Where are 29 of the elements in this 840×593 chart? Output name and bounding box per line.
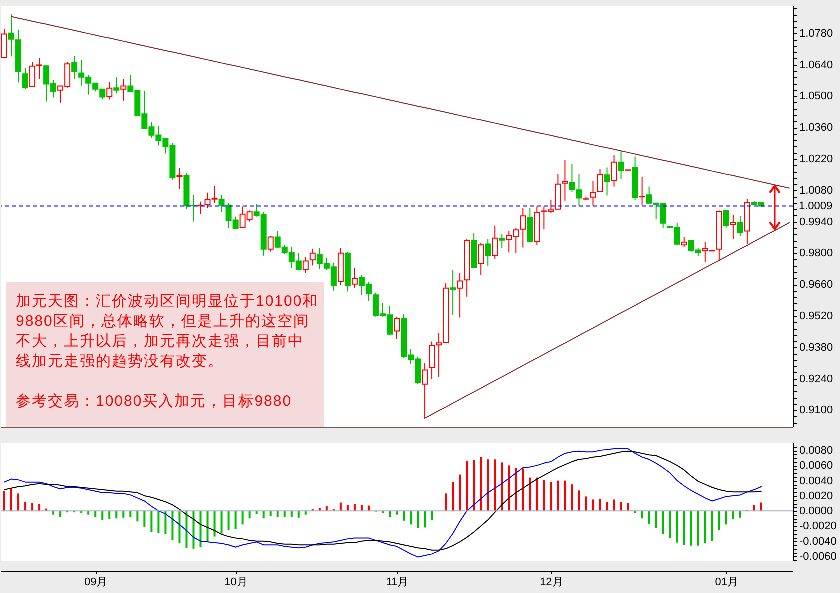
y-tick-label: 0.0020: [800, 490, 834, 502]
y-tick-label: 1.0500: [800, 90, 834, 103]
y-tick-label: 1.0640: [800, 59, 834, 72]
y-tick-label: 1.0780: [800, 28, 834, 40]
y-tick-label: 0.9940: [800, 216, 834, 228]
y-tick-label: 1.0220: [800, 153, 834, 166]
x-tick-label: 10月: [224, 576, 248, 588]
x-tick-label: 11月: [386, 576, 409, 588]
y-tick-label: 0.9800: [800, 248, 834, 260]
annotation: 加元天图：汇价波动区间明显位于10100和9880区间，总体略软，但是上升的这空间不大，上升以后，加元再次走强，目前中线加元走强的趋势没有改变。: [16, 292, 319, 372]
x-tick-label: 01月: [715, 576, 739, 588]
y-tick-label: 0.0060: [800, 460, 834, 472]
y-tick-label: -0.0040: [800, 536, 837, 548]
y-tick-label: 0.9520: [800, 310, 834, 322]
x-tick-label: 12月: [540, 576, 564, 588]
y-tick-label: 0.9380: [800, 342, 834, 354]
y-tick-label: 0.0080: [800, 445, 834, 458]
y-tick-label: -0.0060: [800, 550, 837, 563]
annotation: 参考交易：10080买入加元，目标9880: [16, 392, 294, 412]
y-tick-label: 0.0040: [800, 475, 834, 488]
x-tick-label: 09月: [84, 576, 108, 588]
y-tick-label: 0.9100: [800, 404, 834, 417]
y-tick-label: -0.0020: [800, 520, 837, 533]
y-tick-label: 0.9240: [800, 373, 834, 386]
y-tick-label: 0.0000: [800, 506, 834, 518]
y-tick-label: 0.9660: [800, 279, 834, 292]
ref-line-label: 1.0009: [799, 200, 833, 212]
y-tick-label: 1.0360: [800, 122, 834, 134]
y-tick-label: 1.0080: [800, 184, 834, 197]
